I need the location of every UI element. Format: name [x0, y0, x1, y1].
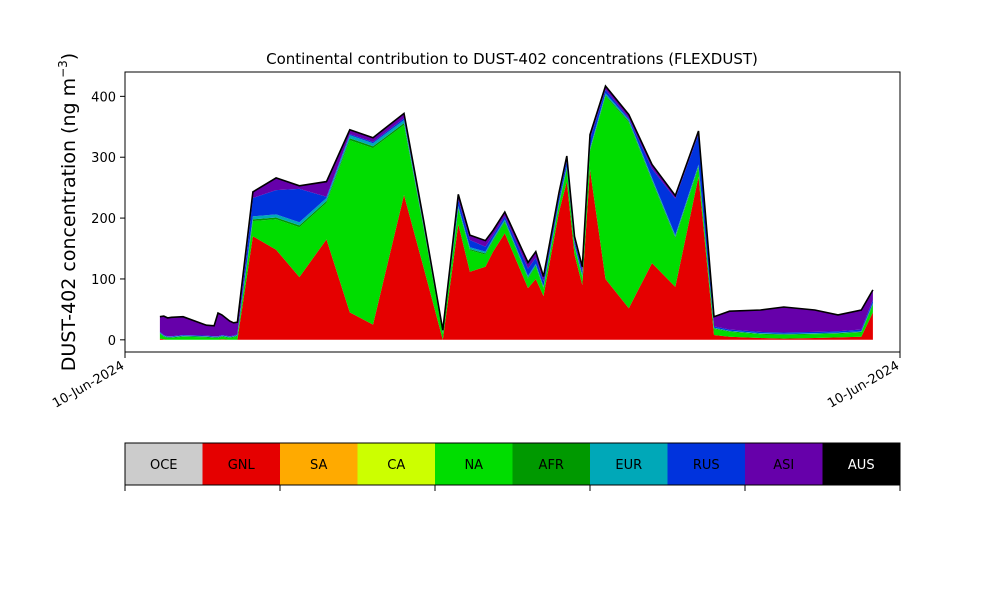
- legend-swatch-sa: [280, 443, 358, 485]
- legend-label-gnl: GNL: [228, 458, 256, 473]
- legend-swatch-ca: [357, 443, 436, 485]
- legend-label-afr: AFR: [539, 458, 564, 473]
- area-gnl: [159, 169, 873, 340]
- legend-label-rus: RUS: [693, 458, 720, 473]
- legend-swatch-eur: [590, 443, 668, 485]
- y-tick-label: 300: [91, 151, 116, 166]
- x-axis: 10-Jun-2024 10-Jun-2024: [50, 352, 902, 411]
- legend-swatch-rus: [667, 443, 746, 485]
- legend-swatch-gnl: [202, 443, 281, 485]
- legend-label-oce: OCE: [150, 458, 178, 473]
- y-tick-label: 400: [91, 90, 116, 105]
- y-axis-label-close: ): [58, 53, 80, 60]
- legend-frame: [124, 442, 901, 486]
- chart-title: Continental contribution to DUST-402 con…: [266, 50, 758, 68]
- legend-swatch-aus: [822, 443, 901, 485]
- legend-swatch-na: [435, 443, 513, 485]
- legend-colorbar: OCE GNL SA CA NA AFR EUR RUS ASI AUS: [124, 442, 901, 491]
- legend-label-eur: EUR: [615, 458, 642, 473]
- y-tick-label: 0: [108, 334, 116, 349]
- legend-label-aus: AUS: [848, 458, 875, 473]
- area-asi: [159, 86, 873, 337]
- y-tick-label: 200: [91, 212, 116, 227]
- area-rus: [159, 89, 873, 337]
- y-axis-label-text: DUST-402 concentration (ng m: [58, 78, 80, 371]
- y-axis-label-superscript: −3: [56, 60, 70, 78]
- total-line-path: [159, 84, 874, 331]
- legend-swatch-oce: [125, 443, 203, 485]
- y-tick-label: 100: [91, 273, 116, 288]
- legend-label-ca: CA: [387, 458, 405, 473]
- legend-label-sa: SA: [310, 458, 327, 473]
- y-axis-label: DUST-402 concentration (ng m−3): [56, 53, 80, 371]
- y-axis: 0 100 200 300 400: [91, 90, 125, 349]
- x-tick-label: 10-Jun-2024: [825, 358, 902, 411]
- legend-swatch-afr: [512, 443, 591, 485]
- legend-label-asi: ASI: [773, 458, 794, 473]
- stacked-areas: [159, 86, 873, 340]
- total-line: [159, 84, 874, 331]
- legend-label-na: NA: [464, 458, 483, 473]
- plot-frame: [124, 71, 901, 353]
- legend-swatch-asi: [745, 443, 823, 485]
